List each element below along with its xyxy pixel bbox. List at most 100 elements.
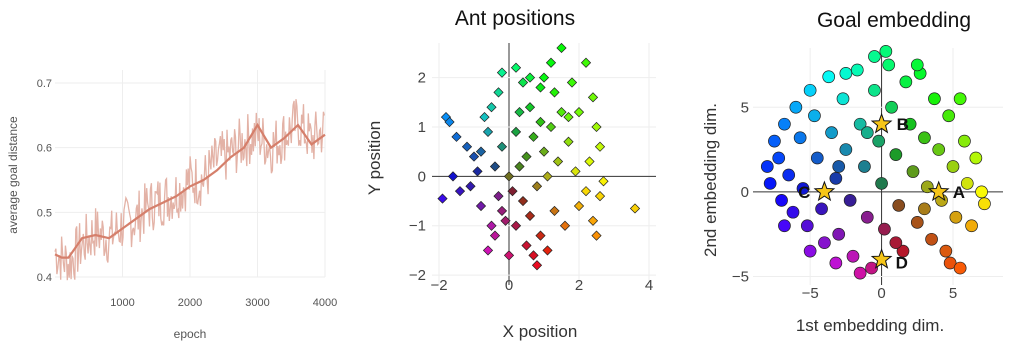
p2-diamond-point — [472, 166, 483, 177]
p1-x-tick: 1000 — [110, 297, 134, 309]
p3-circle-point — [978, 197, 991, 211]
p3-circle-point — [832, 160, 846, 173]
p2-y-tick: 1 — [418, 119, 426, 136]
goal-distance-chart: 1000 2000 3000 4000 0.4 0.5 0.6 0.7 epoch avera… — [6, 70, 337, 341]
p2-diamond-point — [475, 146, 487, 157]
p2-diamond-point — [538, 72, 550, 83]
p3-circle-point — [878, 222, 891, 236]
p2-diamond-point — [591, 121, 602, 133]
p3-circle-point — [800, 219, 814, 233]
p1-raw-line — [54, 99, 325, 281]
p2-diamond-point — [500, 215, 511, 226]
p3-title: Goal embedding — [817, 9, 971, 32]
p1-smoothed-line — [54, 122, 326, 259]
p3-y-tick: 0 — [741, 184, 749, 201]
p3-circle-point — [825, 126, 838, 139]
p3-circle-point — [772, 151, 786, 165]
p2-diamond-point — [528, 250, 539, 261]
p2-diamond-point — [559, 220, 571, 231]
p2-diamond-point — [549, 205, 560, 217]
p3-circle-point — [803, 83, 817, 97]
p1-y-tick: 0.4 — [37, 272, 52, 284]
p3-circle-point — [836, 92, 850, 106]
p1-y-tick: 0.7 — [37, 78, 52, 90]
p2-diamond-point — [587, 92, 599, 103]
p2-diamond-point — [545, 121, 557, 133]
p3-points — [760, 45, 991, 280]
p3-x-tick: 5 — [949, 285, 957, 302]
p3-circle-point — [782, 168, 796, 182]
p3-circle-point — [910, 216, 924, 229]
p3-circle-point — [778, 117, 791, 131]
p2-diamond-point — [514, 107, 525, 118]
p2-x-tick: 2 — [575, 277, 583, 294]
p3-circle-point — [860, 126, 874, 139]
p2-diamond-point — [556, 107, 567, 118]
p3-circle-point — [810, 151, 824, 165]
p2-diamond-point — [573, 107, 585, 118]
p3-star-marker — [927, 180, 950, 202]
p2-x-axis-label: X position — [503, 322, 578, 341]
p2-diamond-point — [503, 250, 515, 261]
p3-star-marker — [870, 112, 893, 134]
p2-diamond-point — [524, 102, 536, 113]
p3-circle-point — [882, 58, 896, 72]
p3-circle-point — [965, 219, 978, 233]
p2-diamond-point — [598, 176, 609, 187]
p3-circle-point — [906, 165, 920, 178]
p1-y-axis-label: average goal distance — [6, 116, 20, 234]
p3-circle-point — [786, 205, 800, 219]
p3-circle-point — [865, 261, 878, 275]
p3-circle-point — [832, 227, 846, 241]
p3-x-axis-label: 1st embedding dim. — [796, 316, 944, 335]
p2-diamond-point — [517, 195, 529, 207]
p2-diamond-point — [556, 42, 567, 54]
p2-diamond-point — [542, 171, 553, 182]
p3-circle-point — [975, 185, 988, 199]
p3-circle-point — [889, 148, 903, 161]
p3-circle-point — [932, 143, 946, 156]
p2-y-tick: 0 — [418, 168, 426, 185]
p3-circle-point — [875, 177, 888, 190]
p2-diamond-point — [493, 191, 504, 202]
p3-circle-point — [868, 50, 881, 63]
p3-y-axis-label: 2nd embedding dim. — [701, 103, 720, 257]
p2-diamond-point — [542, 245, 553, 256]
p3-circle-point — [846, 249, 860, 263]
p2-diamond-point — [510, 220, 522, 231]
p3-circle-point — [853, 266, 867, 280]
p2-points — [437, 42, 641, 271]
p2-diamond-point — [493, 87, 504, 98]
p3-circle-point — [889, 236, 903, 250]
p2-diamond-point — [496, 141, 508, 152]
p3-circle-point — [960, 177, 974, 190]
p3-tick-labels: −5 0 5 −5 0 5 — [732, 99, 957, 302]
p3-circle-point — [958, 134, 971, 148]
p2-diamond-point — [594, 191, 606, 202]
p2-diamond-point — [531, 181, 543, 192]
p3-star-marker — [813, 180, 836, 202]
p3-star-label: C — [798, 183, 810, 202]
p2-diamond-point — [535, 82, 546, 93]
p3-circle-point — [928, 92, 941, 106]
p2-diamond-point — [514, 161, 525, 172]
p2-diamond-point — [524, 210, 536, 221]
p3-circle-point — [885, 100, 898, 114]
p2-diamond-point — [486, 220, 497, 231]
p3-circle-point — [793, 131, 807, 145]
p2-diamond-point — [535, 230, 546, 241]
p1-y-tick: 0.5 — [37, 207, 52, 219]
p1-x-tick: 2000 — [178, 297, 202, 309]
p3-circle-point — [775, 194, 788, 207]
p2-diamond-point — [489, 161, 501, 172]
p2-diamond-point — [437, 193, 448, 204]
p2-diamond-point — [521, 240, 532, 251]
p3-circle-point — [768, 134, 781, 148]
p3-circle-point — [899, 75, 913, 89]
p2-gridlines — [432, 43, 656, 285]
ant-positions-chart: Ant positions −2 0 2 4 −2 −1 0 1 2 X position Y … — [365, 7, 656, 341]
p2-tick-labels: −2 0 2 4 −2 −1 0 1 2 — [409, 70, 653, 294]
p3-circle-point — [858, 160, 871, 173]
p3-star-markers: A B C D — [798, 112, 965, 273]
